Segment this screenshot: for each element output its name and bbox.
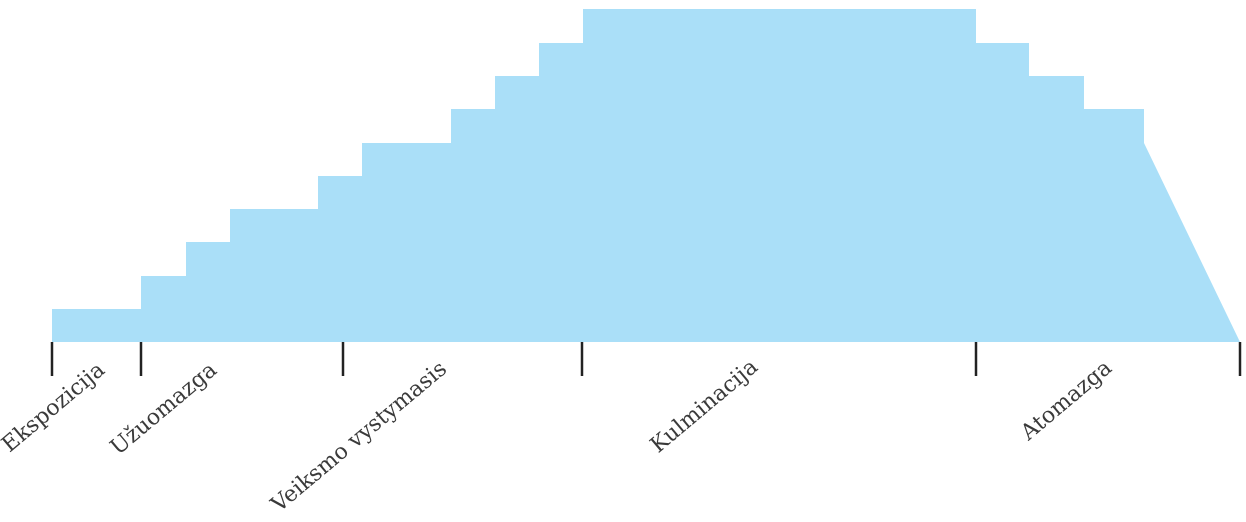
label-atomazga: Atomazga: [1015, 355, 1116, 446]
axis-ticks: [52, 342, 1240, 376]
tension-area: [52, 9, 1240, 342]
label-uzuomazga: Užuomazga: [106, 357, 222, 460]
label-ekspozicija: Ekspozicija: [0, 357, 110, 457]
label-veiksmo-vystymasis: Veiksmo vystymasis: [266, 356, 452, 518]
label-kulminacija: Kulminacija: [646, 354, 763, 458]
